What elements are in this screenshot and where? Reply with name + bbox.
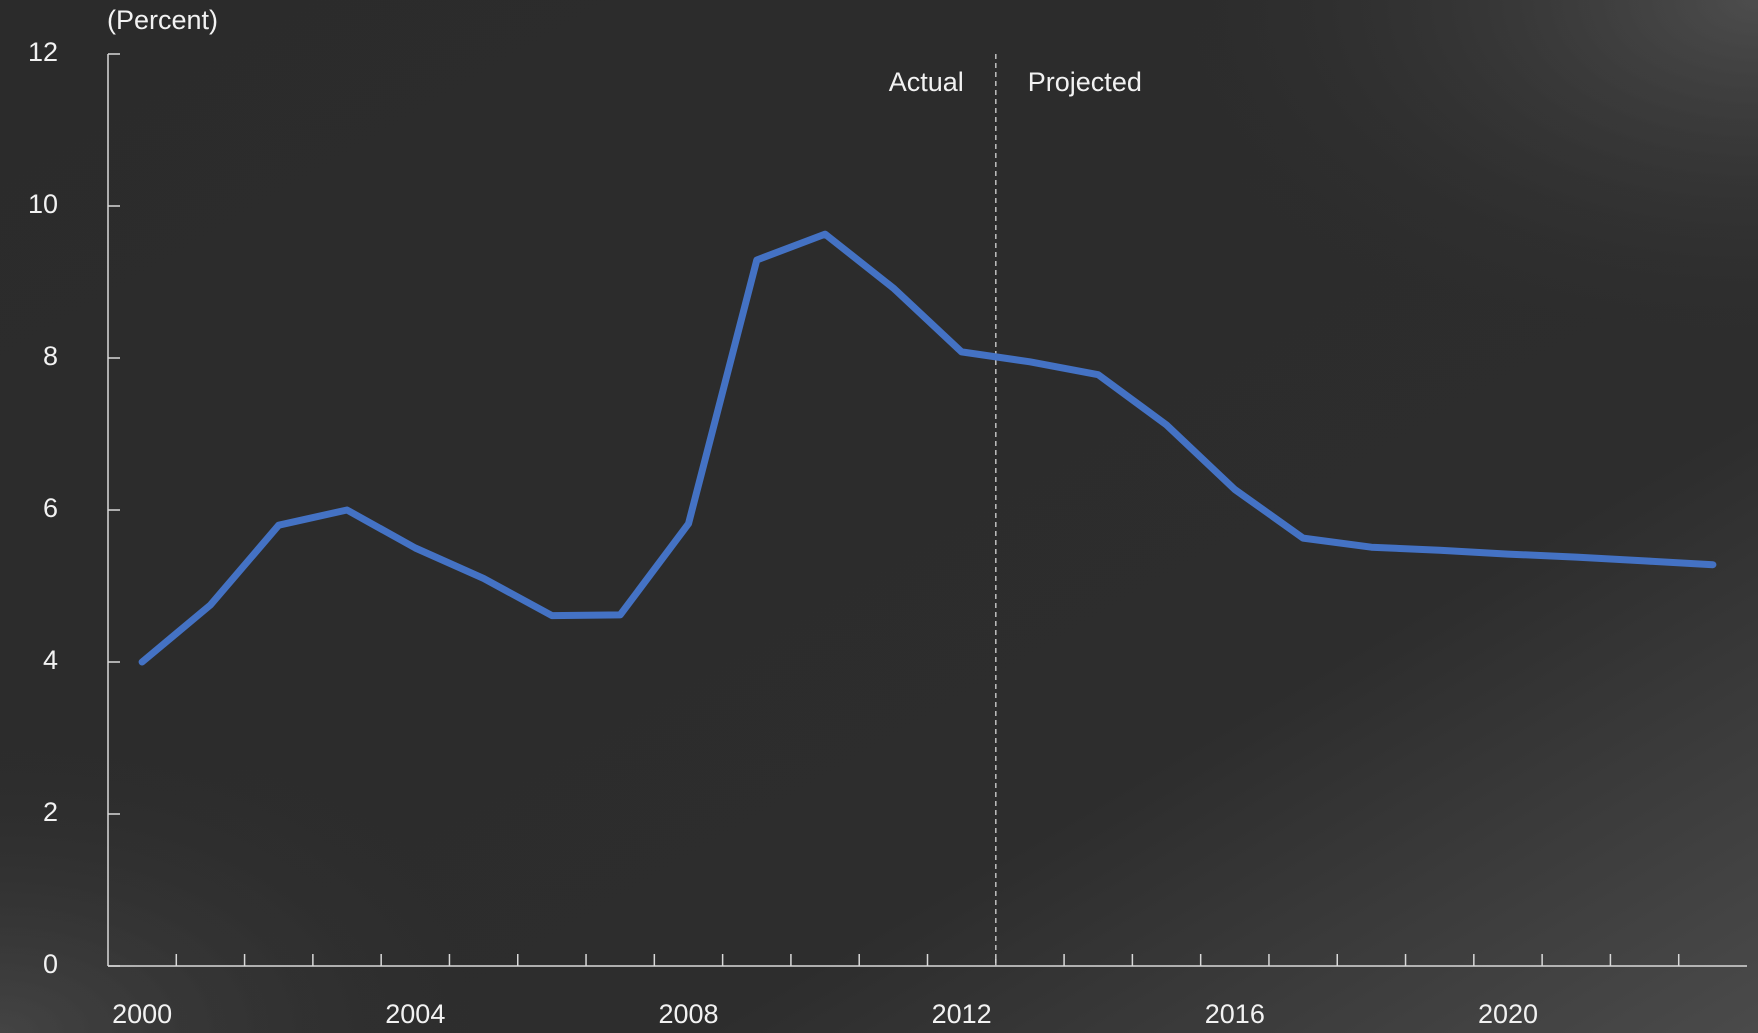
series-line	[138, 230, 1717, 666]
x-tick-label: 2000	[112, 999, 172, 1029]
y-tick-label: 10	[28, 189, 58, 219]
y-tick-label: 12	[28, 37, 58, 67]
x-tick-label: 2020	[1478, 999, 1538, 1029]
x-tick-label: 2004	[385, 999, 445, 1029]
y-tick-label: 6	[43, 493, 58, 523]
x-tick-label: 2008	[658, 999, 718, 1029]
y-tick-label: 4	[43, 645, 58, 675]
y-tick-label: 2	[43, 797, 58, 827]
x-tick-label: 2012	[932, 999, 992, 1029]
x-tick-label: 2016	[1205, 999, 1265, 1029]
y-axis-label: (Percent)	[107, 5, 218, 35]
y-tick-label: 8	[43, 341, 58, 371]
y-tick-label: 0	[43, 949, 58, 979]
annotation: Actual	[889, 67, 964, 97]
annotation: Projected	[1028, 67, 1142, 97]
